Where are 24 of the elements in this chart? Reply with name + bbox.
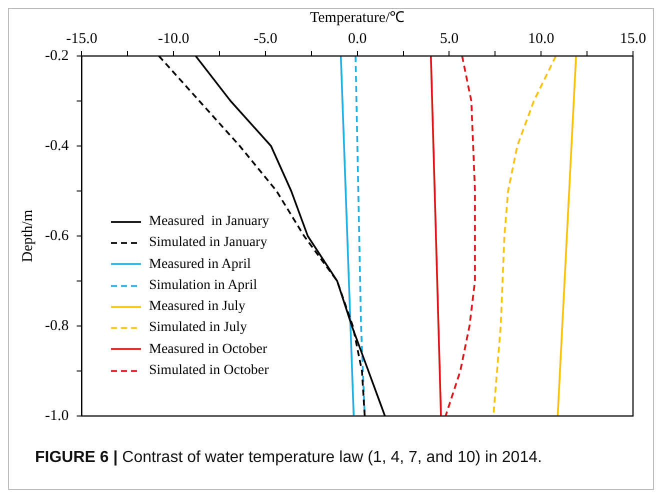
y-tick-label: -0.6: [44, 228, 70, 244]
legend-label: Simulated in July: [149, 319, 247, 338]
legend-label: Simulated in October: [149, 362, 269, 380]
legend-label: Measured in April: [149, 256, 251, 274]
legend-label: Simulation in April: [149, 276, 258, 295]
x-tick-label: -15.0: [66, 30, 98, 47]
x-tick-label: 15.0: [620, 30, 646, 47]
legend-label: Measured in October: [149, 340, 268, 359]
x-tick-label: 0.0: [348, 30, 367, 47]
y-tick-label: -0.8: [44, 318, 69, 334]
x-tick-label: -5.0: [254, 30, 278, 47]
x-tick-label: -10.0: [158, 30, 190, 47]
x-axis-title: Temperature/℃: [310, 10, 405, 26]
x-tick-label: 10.0: [528, 30, 554, 47]
legend-label: Simulated in January: [149, 234, 268, 252]
y-axis-title: Depth/m: [20, 209, 36, 262]
caption: FIGURE 6 | Contrast of water temperature law (1, 4, 7, and 10) in 2014.: [35, 449, 542, 467]
y-tick-label: -1.0: [44, 408, 69, 424]
legend-label: Measured in January: [149, 213, 270, 231]
y-tick-label: -0.4: [44, 138, 70, 154]
line-series: [444, 56, 476, 416]
x-tick-label: 5.0: [440, 30, 459, 47]
y-tick-label: -0.2: [44, 48, 69, 64]
legend-label: Measured in July: [149, 298, 246, 316]
